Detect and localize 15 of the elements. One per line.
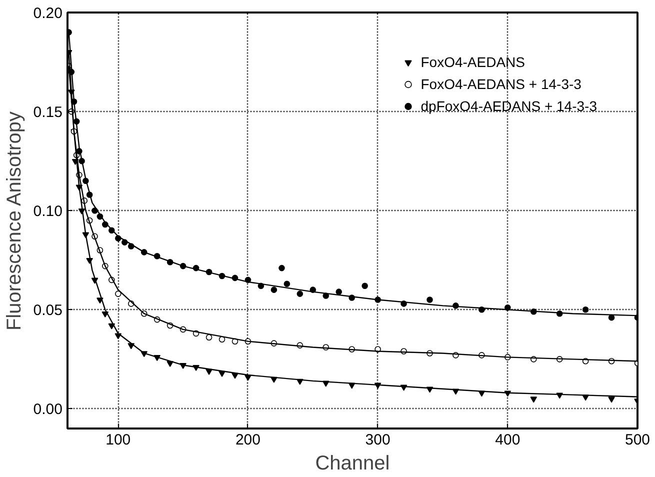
y-tick-label: 0.05 xyxy=(33,302,63,320)
x-axis-title: Channel xyxy=(315,452,390,474)
y-tick-label: 0.15 xyxy=(33,104,63,122)
x-tick-label: 300 xyxy=(365,432,390,448)
y-tick-label: 0.20 xyxy=(33,5,63,22)
x-tick-label: 400 xyxy=(495,432,520,448)
y-tick-label: 0.10 xyxy=(33,203,63,220)
x-tick-label: 100 xyxy=(106,432,131,448)
legend-label: FoxO4-AEDANS xyxy=(420,54,525,70)
legend-label: dpFoxO4-AEDANS + 14-3-3 xyxy=(420,98,597,114)
x-tick-label: 200 xyxy=(235,432,260,448)
legend-label: FoxO4-AEDANS + 14-3-3 xyxy=(420,76,582,92)
y-tick-label: 0.00 xyxy=(33,401,63,418)
y-axis-title: Fluorescence Anisotropy xyxy=(3,112,26,331)
x-tick-label: 500 xyxy=(624,432,650,448)
